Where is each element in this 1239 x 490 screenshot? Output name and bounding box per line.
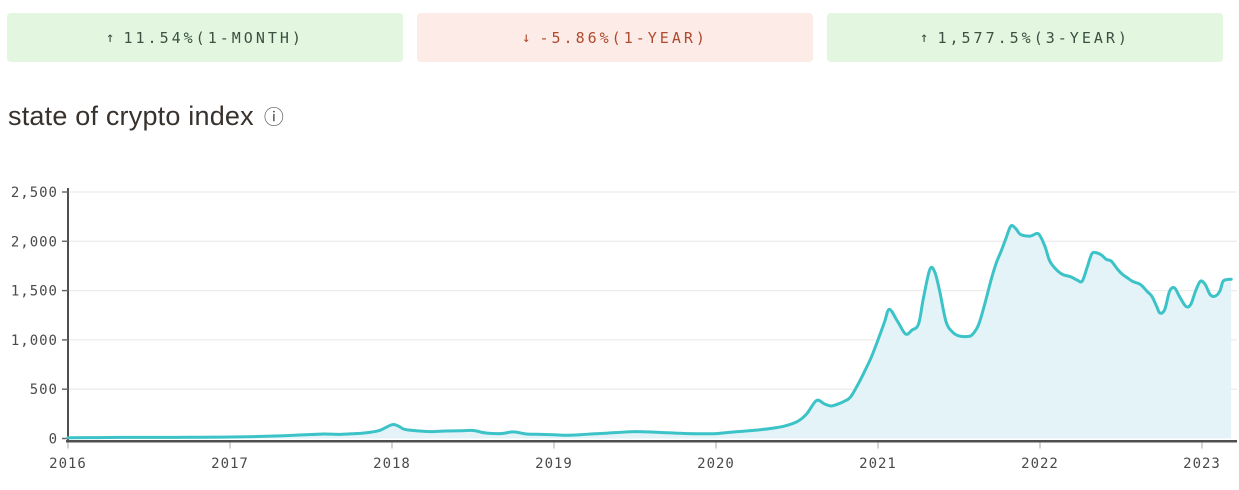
x-axis-tick-label: 2022 (1021, 456, 1059, 472)
x-axis-tick-label: 2018 (373, 456, 411, 472)
x-axis-tick-label: 2023 (1183, 456, 1221, 472)
change-badge-3-year: ↑ 1,577.5%(3-YEAR) (827, 13, 1223, 62)
x-axis-line (66, 440, 1237, 443)
y-axis-tick-label: 500 (30, 382, 58, 398)
change-badge-label: 11.54%(1-MONTH) (123, 28, 304, 47)
y-axis-tick-label: 2,500 (11, 185, 58, 201)
x-axis-tick-label: 2020 (697, 456, 735, 472)
series-area (68, 225, 1232, 439)
arrow-down-icon: ↓ (522, 29, 531, 46)
y-axis-line (67, 188, 69, 443)
change-badge-1-month: ↑ 11.54%(1-MONTH) (7, 13, 403, 62)
arrow-up-icon: ↑ (920, 29, 929, 46)
y-axis-tick-label: 1,500 (11, 284, 58, 300)
x-axis-tick-label: 2019 (535, 456, 573, 472)
title-row: state of crypto index ⓘ (8, 101, 284, 132)
series-line (66, 224, 1233, 440)
change-badge-1-year: ↓ -5.86%(1-YEAR) (417, 13, 813, 62)
x-axis-tick-label: 2016 (49, 456, 87, 472)
performance-badges: ↑ 11.54%(1-MONTH) ↓ -5.86%(1-YEAR) ↑ 1,5… (7, 13, 1223, 62)
x-axis-tick-label: 2021 (859, 456, 897, 472)
y-axis-tick-label: 2,000 (11, 234, 58, 250)
x-axis-tick-label: 2017 (211, 456, 249, 472)
change-badge-label: -5.86%(1-YEAR) (539, 28, 708, 47)
change-badge-label: 1,577.5%(3-YEAR) (937, 28, 1130, 47)
arrow-up-icon: ↑ (106, 29, 115, 46)
y-axis-tick-label: 0 (49, 432, 58, 448)
page-title: state of crypto index (8, 101, 254, 131)
info-icon[interactable]: ⓘ (263, 107, 284, 129)
y-axis-tick-label: 1,000 (11, 333, 58, 349)
